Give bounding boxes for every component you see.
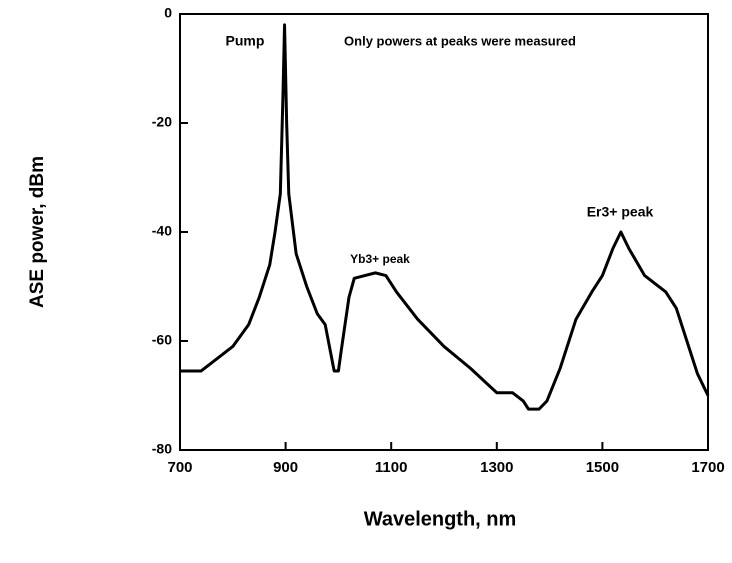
- y-tick-label: -80: [152, 441, 172, 457]
- y-tick-label: 0: [164, 5, 172, 21]
- x-tick-label: 900: [273, 459, 298, 476]
- data-line: [180, 23, 710, 411]
- annotation: Yb3+ peak: [350, 252, 410, 266]
- x-tick-label: 1300: [480, 459, 513, 476]
- y-tick-label: -20: [152, 114, 172, 130]
- plot-frame: [179, 13, 709, 451]
- y-tick-label: -60: [152, 332, 172, 348]
- x-tick-label: 1100: [375, 459, 408, 476]
- y-tick-label: -40: [152, 223, 172, 239]
- annotation: Only powers at peaks were measured: [344, 33, 576, 48]
- annotation: Pump: [226, 33, 265, 49]
- x-tick-label: 1700: [691, 459, 724, 476]
- x-tick-label: 700: [167, 459, 192, 476]
- annotation: Er3+ peak: [587, 204, 654, 220]
- y-axis-label: ASE power, dBm: [27, 156, 48, 308]
- x-axis-label: Wavelength, nm: [364, 508, 517, 530]
- x-tick-label: 1500: [586, 459, 619, 476]
